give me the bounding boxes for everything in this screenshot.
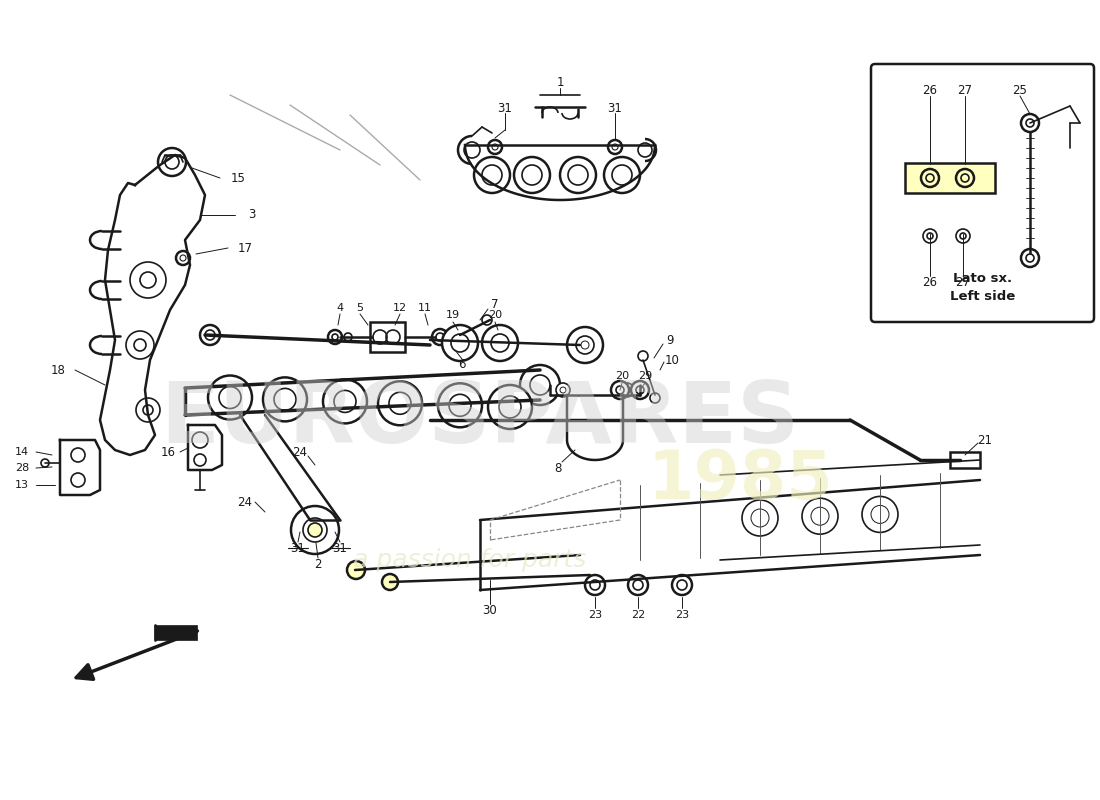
Text: 31: 31 <box>497 102 513 114</box>
Text: 2: 2 <box>315 558 321 571</box>
Circle shape <box>620 383 634 397</box>
Text: a passion for parts: a passion for parts <box>353 548 586 572</box>
Circle shape <box>672 575 692 595</box>
Circle shape <box>442 325 478 361</box>
Circle shape <box>610 381 629 399</box>
FancyBboxPatch shape <box>871 64 1094 322</box>
Circle shape <box>566 327 603 363</box>
Text: 31: 31 <box>607 102 623 114</box>
Bar <box>950 452 980 468</box>
Circle shape <box>474 157 510 193</box>
Text: 4: 4 <box>337 303 343 313</box>
Text: 11: 11 <box>418 303 432 313</box>
Text: 1985: 1985 <box>647 447 833 513</box>
Circle shape <box>650 393 660 403</box>
Circle shape <box>41 459 50 467</box>
Text: 26: 26 <box>923 277 937 290</box>
Text: 8: 8 <box>554 462 562 474</box>
Circle shape <box>923 229 937 243</box>
Circle shape <box>482 315 492 325</box>
Circle shape <box>482 325 518 361</box>
Text: 25: 25 <box>1013 83 1027 97</box>
Circle shape <box>382 574 398 590</box>
Text: 31: 31 <box>290 542 306 554</box>
Circle shape <box>638 351 648 361</box>
Text: 20: 20 <box>615 371 629 381</box>
Circle shape <box>956 229 970 243</box>
Circle shape <box>438 383 482 427</box>
Bar <box>905 163 996 193</box>
Text: 27: 27 <box>956 277 970 290</box>
Circle shape <box>1021 249 1040 267</box>
Circle shape <box>378 382 422 426</box>
Text: 9: 9 <box>667 334 673 346</box>
Circle shape <box>921 169 939 187</box>
Circle shape <box>323 379 367 423</box>
Circle shape <box>956 169 974 187</box>
Circle shape <box>328 330 342 344</box>
Text: 24: 24 <box>238 495 253 509</box>
Circle shape <box>520 365 560 405</box>
Text: 18: 18 <box>51 363 65 377</box>
Text: 23: 23 <box>675 610 689 620</box>
Circle shape <box>628 575 648 595</box>
Circle shape <box>344 333 352 341</box>
Text: 3: 3 <box>249 209 255 222</box>
Bar <box>155 625 197 640</box>
Circle shape <box>263 378 307 422</box>
Circle shape <box>1021 114 1040 132</box>
Circle shape <box>308 523 322 537</box>
Text: 22: 22 <box>631 610 645 620</box>
Circle shape <box>488 140 502 154</box>
Text: 21: 21 <box>978 434 992 446</box>
Circle shape <box>608 140 622 154</box>
Circle shape <box>862 496 898 533</box>
Text: 6: 6 <box>459 358 465 371</box>
Text: 14: 14 <box>15 447 29 457</box>
Text: Lato sx.
Left side: Lato sx. Left side <box>950 273 1015 303</box>
Text: 31: 31 <box>332 542 348 554</box>
Bar <box>370 322 405 352</box>
Text: 7: 7 <box>492 298 498 311</box>
Circle shape <box>456 331 468 341</box>
Circle shape <box>432 329 448 345</box>
Circle shape <box>560 157 596 193</box>
Circle shape <box>176 251 190 265</box>
Text: 13: 13 <box>15 480 29 490</box>
Text: 27: 27 <box>957 83 972 97</box>
Text: 1: 1 <box>557 75 563 89</box>
Text: 19: 19 <box>446 310 460 320</box>
Text: 23: 23 <box>587 610 602 620</box>
Circle shape <box>514 157 550 193</box>
Text: 26: 26 <box>923 83 937 97</box>
Text: 16: 16 <box>161 446 176 458</box>
Circle shape <box>585 575 605 595</box>
Text: 30: 30 <box>483 603 497 617</box>
Text: 20: 20 <box>488 310 502 320</box>
Circle shape <box>631 381 649 399</box>
Text: 29: 29 <box>638 371 652 381</box>
Text: 28: 28 <box>15 463 29 473</box>
Circle shape <box>346 561 365 579</box>
Text: 17: 17 <box>238 242 253 254</box>
Circle shape <box>802 498 838 534</box>
Circle shape <box>158 148 186 176</box>
Circle shape <box>200 325 220 345</box>
Circle shape <box>742 500 778 536</box>
Text: EUROSPARES: EUROSPARES <box>161 378 800 462</box>
Text: 15: 15 <box>231 171 245 185</box>
Text: 12: 12 <box>393 303 407 313</box>
Text: 5: 5 <box>356 303 363 313</box>
Circle shape <box>292 506 339 554</box>
Circle shape <box>604 157 640 193</box>
Text: 10: 10 <box>664 354 680 366</box>
Circle shape <box>556 383 570 397</box>
Circle shape <box>208 375 252 419</box>
Text: 24: 24 <box>293 446 308 458</box>
Circle shape <box>488 385 532 429</box>
